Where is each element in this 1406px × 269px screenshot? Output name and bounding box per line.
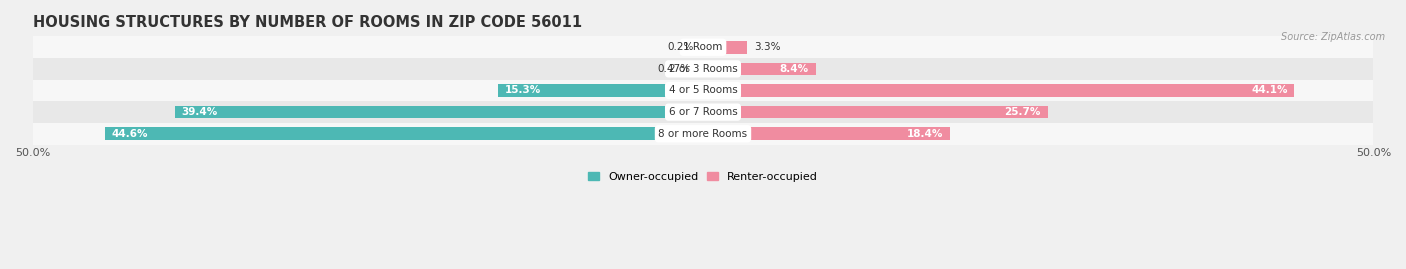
Text: 1 Room: 1 Room bbox=[683, 42, 723, 52]
Text: 18.4%: 18.4% bbox=[907, 129, 943, 139]
Text: 8 or more Rooms: 8 or more Rooms bbox=[658, 129, 748, 139]
Bar bbox=[498, 84, 703, 97]
Bar bbox=[32, 123, 1374, 144]
Bar bbox=[703, 63, 815, 75]
Bar bbox=[174, 106, 703, 118]
Bar bbox=[703, 84, 1295, 97]
Bar bbox=[32, 36, 1374, 58]
Bar bbox=[703, 106, 1047, 118]
Text: 44.6%: 44.6% bbox=[111, 129, 148, 139]
Bar bbox=[703, 41, 747, 54]
Text: 2 or 3 Rooms: 2 or 3 Rooms bbox=[669, 64, 737, 74]
Bar bbox=[105, 128, 703, 140]
Bar bbox=[32, 101, 1374, 123]
Text: 8.4%: 8.4% bbox=[780, 64, 808, 74]
Text: 4 or 5 Rooms: 4 or 5 Rooms bbox=[669, 86, 737, 95]
Text: HOUSING STRUCTURES BY NUMBER OF ROOMS IN ZIP CODE 56011: HOUSING STRUCTURES BY NUMBER OF ROOMS IN… bbox=[32, 15, 582, 30]
Text: 39.4%: 39.4% bbox=[181, 107, 218, 117]
Bar bbox=[32, 80, 1374, 101]
Text: 44.1%: 44.1% bbox=[1251, 86, 1288, 95]
Bar bbox=[700, 41, 703, 54]
Bar bbox=[697, 63, 703, 75]
Text: 3.3%: 3.3% bbox=[754, 42, 780, 52]
Text: 15.3%: 15.3% bbox=[505, 86, 541, 95]
Text: 6 or 7 Rooms: 6 or 7 Rooms bbox=[669, 107, 737, 117]
Text: 0.47%: 0.47% bbox=[657, 64, 690, 74]
Text: 0.2%: 0.2% bbox=[668, 42, 693, 52]
Bar bbox=[703, 128, 949, 140]
Legend: Owner-occupied, Renter-occupied: Owner-occupied, Renter-occupied bbox=[583, 167, 823, 186]
Text: Source: ZipAtlas.com: Source: ZipAtlas.com bbox=[1281, 32, 1385, 42]
Bar bbox=[32, 58, 1374, 80]
Text: 25.7%: 25.7% bbox=[1004, 107, 1040, 117]
